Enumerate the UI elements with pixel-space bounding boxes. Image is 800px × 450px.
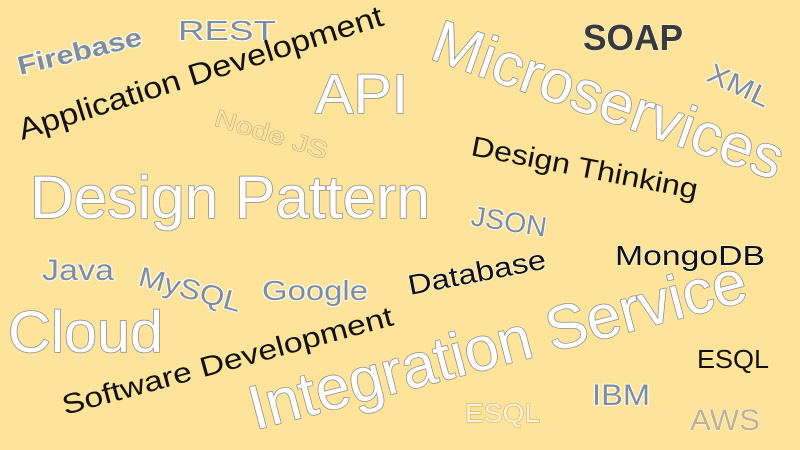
word: AWS (690, 404, 760, 437)
word: ESQL (697, 344, 769, 374)
word: Java (42, 254, 114, 287)
word: MongoDB (615, 240, 765, 271)
word: IBM (592, 379, 650, 412)
word: Cloud (8, 300, 163, 365)
word: SOAP (583, 17, 683, 58)
word: Google (262, 275, 368, 306)
word: Design Pattern (30, 164, 430, 231)
word: REST (178, 15, 276, 46)
word: API (315, 62, 408, 125)
word: ESQL (465, 398, 540, 428)
